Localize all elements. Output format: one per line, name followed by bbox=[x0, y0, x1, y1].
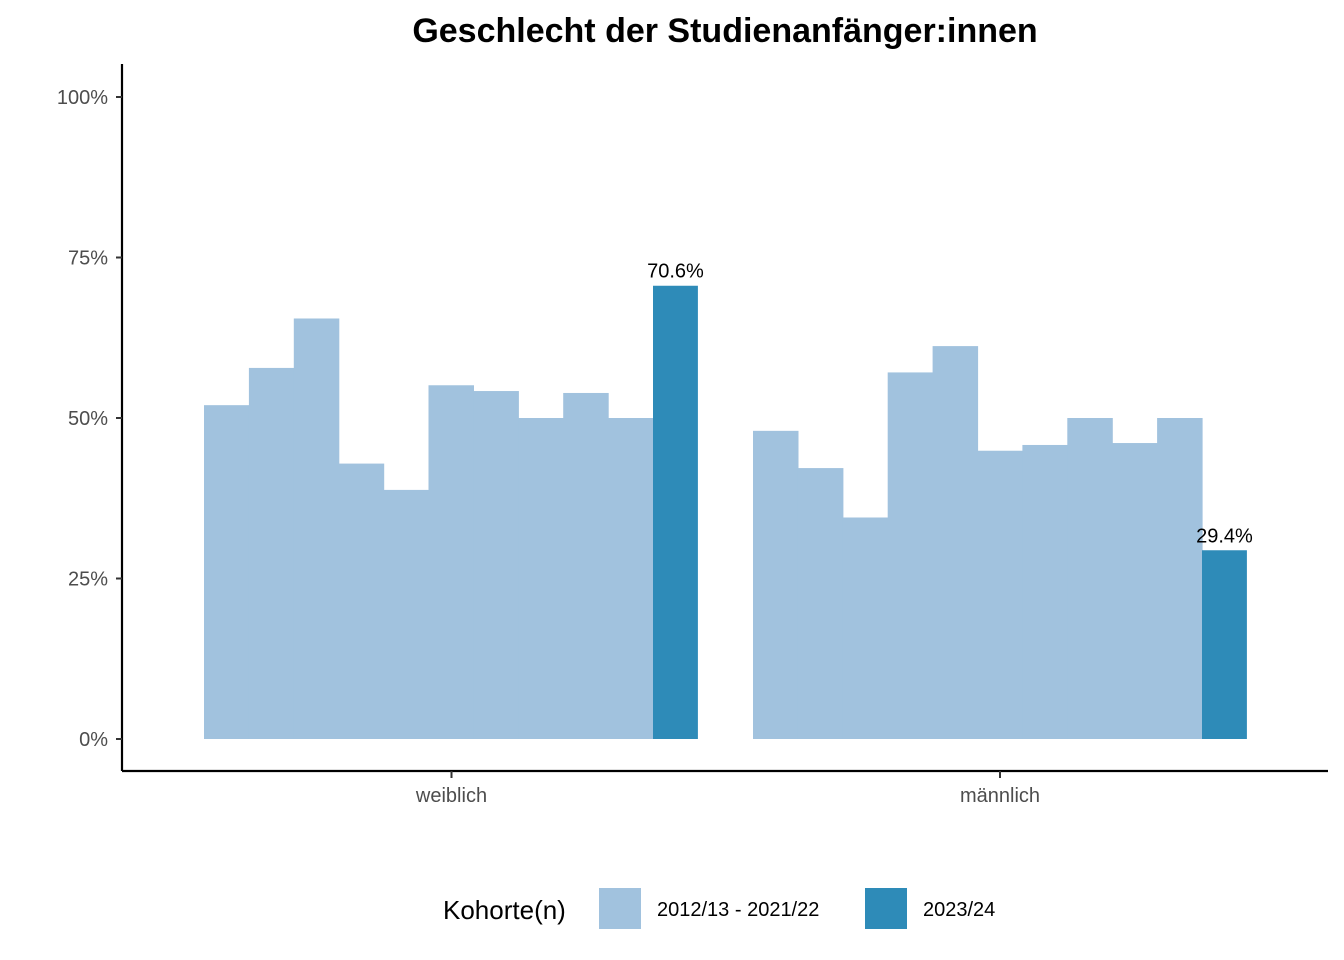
bar-past-cohort bbox=[608, 418, 654, 739]
legend-swatch bbox=[865, 888, 907, 929]
data-label: 70.6% bbox=[647, 261, 704, 283]
y-tick-label: 50% bbox=[68, 408, 108, 430]
bar-past-cohort bbox=[887, 372, 934, 739]
bar-past-cohort bbox=[1157, 418, 1203, 739]
y-tick-label: 100% bbox=[57, 87, 108, 109]
bar-past-cohort bbox=[563, 392, 609, 739]
bar-past-cohort bbox=[248, 367, 295, 739]
bar-past-cohort bbox=[383, 489, 430, 739]
legend-item-label: 2012/13 - 2021/22 bbox=[657, 899, 819, 921]
bar-current-cohort bbox=[1202, 550, 1247, 739]
x-tick-label: männlich bbox=[960, 785, 1040, 807]
bar-past-cohort bbox=[797, 468, 844, 739]
bar-past-cohort bbox=[518, 418, 564, 739]
bar-past-cohort bbox=[204, 405, 250, 739]
legend-item-label: 2023/24 bbox=[923, 899, 995, 921]
bar-past-cohort bbox=[753, 430, 799, 739]
bar-past-cohort bbox=[977, 450, 1023, 739]
bar-past-cohort bbox=[1112, 443, 1158, 739]
y-tick-label: 75% bbox=[68, 248, 108, 270]
bar-past-cohort bbox=[428, 385, 474, 739]
bar-past-cohort bbox=[1022, 444, 1068, 739]
bars: 70.6% 29.4% bbox=[204, 261, 1253, 739]
legend-swatch bbox=[599, 888, 641, 929]
chart-title: Geschlecht der Studienanfänger:innen bbox=[412, 12, 1037, 50]
bar-past-cohort bbox=[293, 318, 340, 739]
y-tick-label: 25% bbox=[68, 569, 108, 591]
x-tick-label: weiblich bbox=[415, 785, 487, 807]
y-tick-label: 0% bbox=[79, 729, 108, 751]
bar-past-cohort bbox=[1067, 418, 1113, 739]
bar-past-cohort bbox=[842, 517, 889, 739]
bar-past-cohort bbox=[932, 346, 979, 739]
data-label: 29.4% bbox=[1196, 525, 1253, 547]
legend: Kohorte(n) 2012/13 - 2021/22 2023/24 bbox=[443, 888, 995, 929]
bar-current-cohort bbox=[653, 285, 698, 739]
legend-title: Kohorte(n) bbox=[443, 895, 566, 925]
bar-past-cohort bbox=[338, 463, 385, 739]
bar-past-cohort bbox=[473, 391, 519, 739]
x-axis: weiblich männlich bbox=[122, 769, 1328, 807]
y-axis: 0% 25% 50% 75% 100% bbox=[57, 64, 124, 771]
